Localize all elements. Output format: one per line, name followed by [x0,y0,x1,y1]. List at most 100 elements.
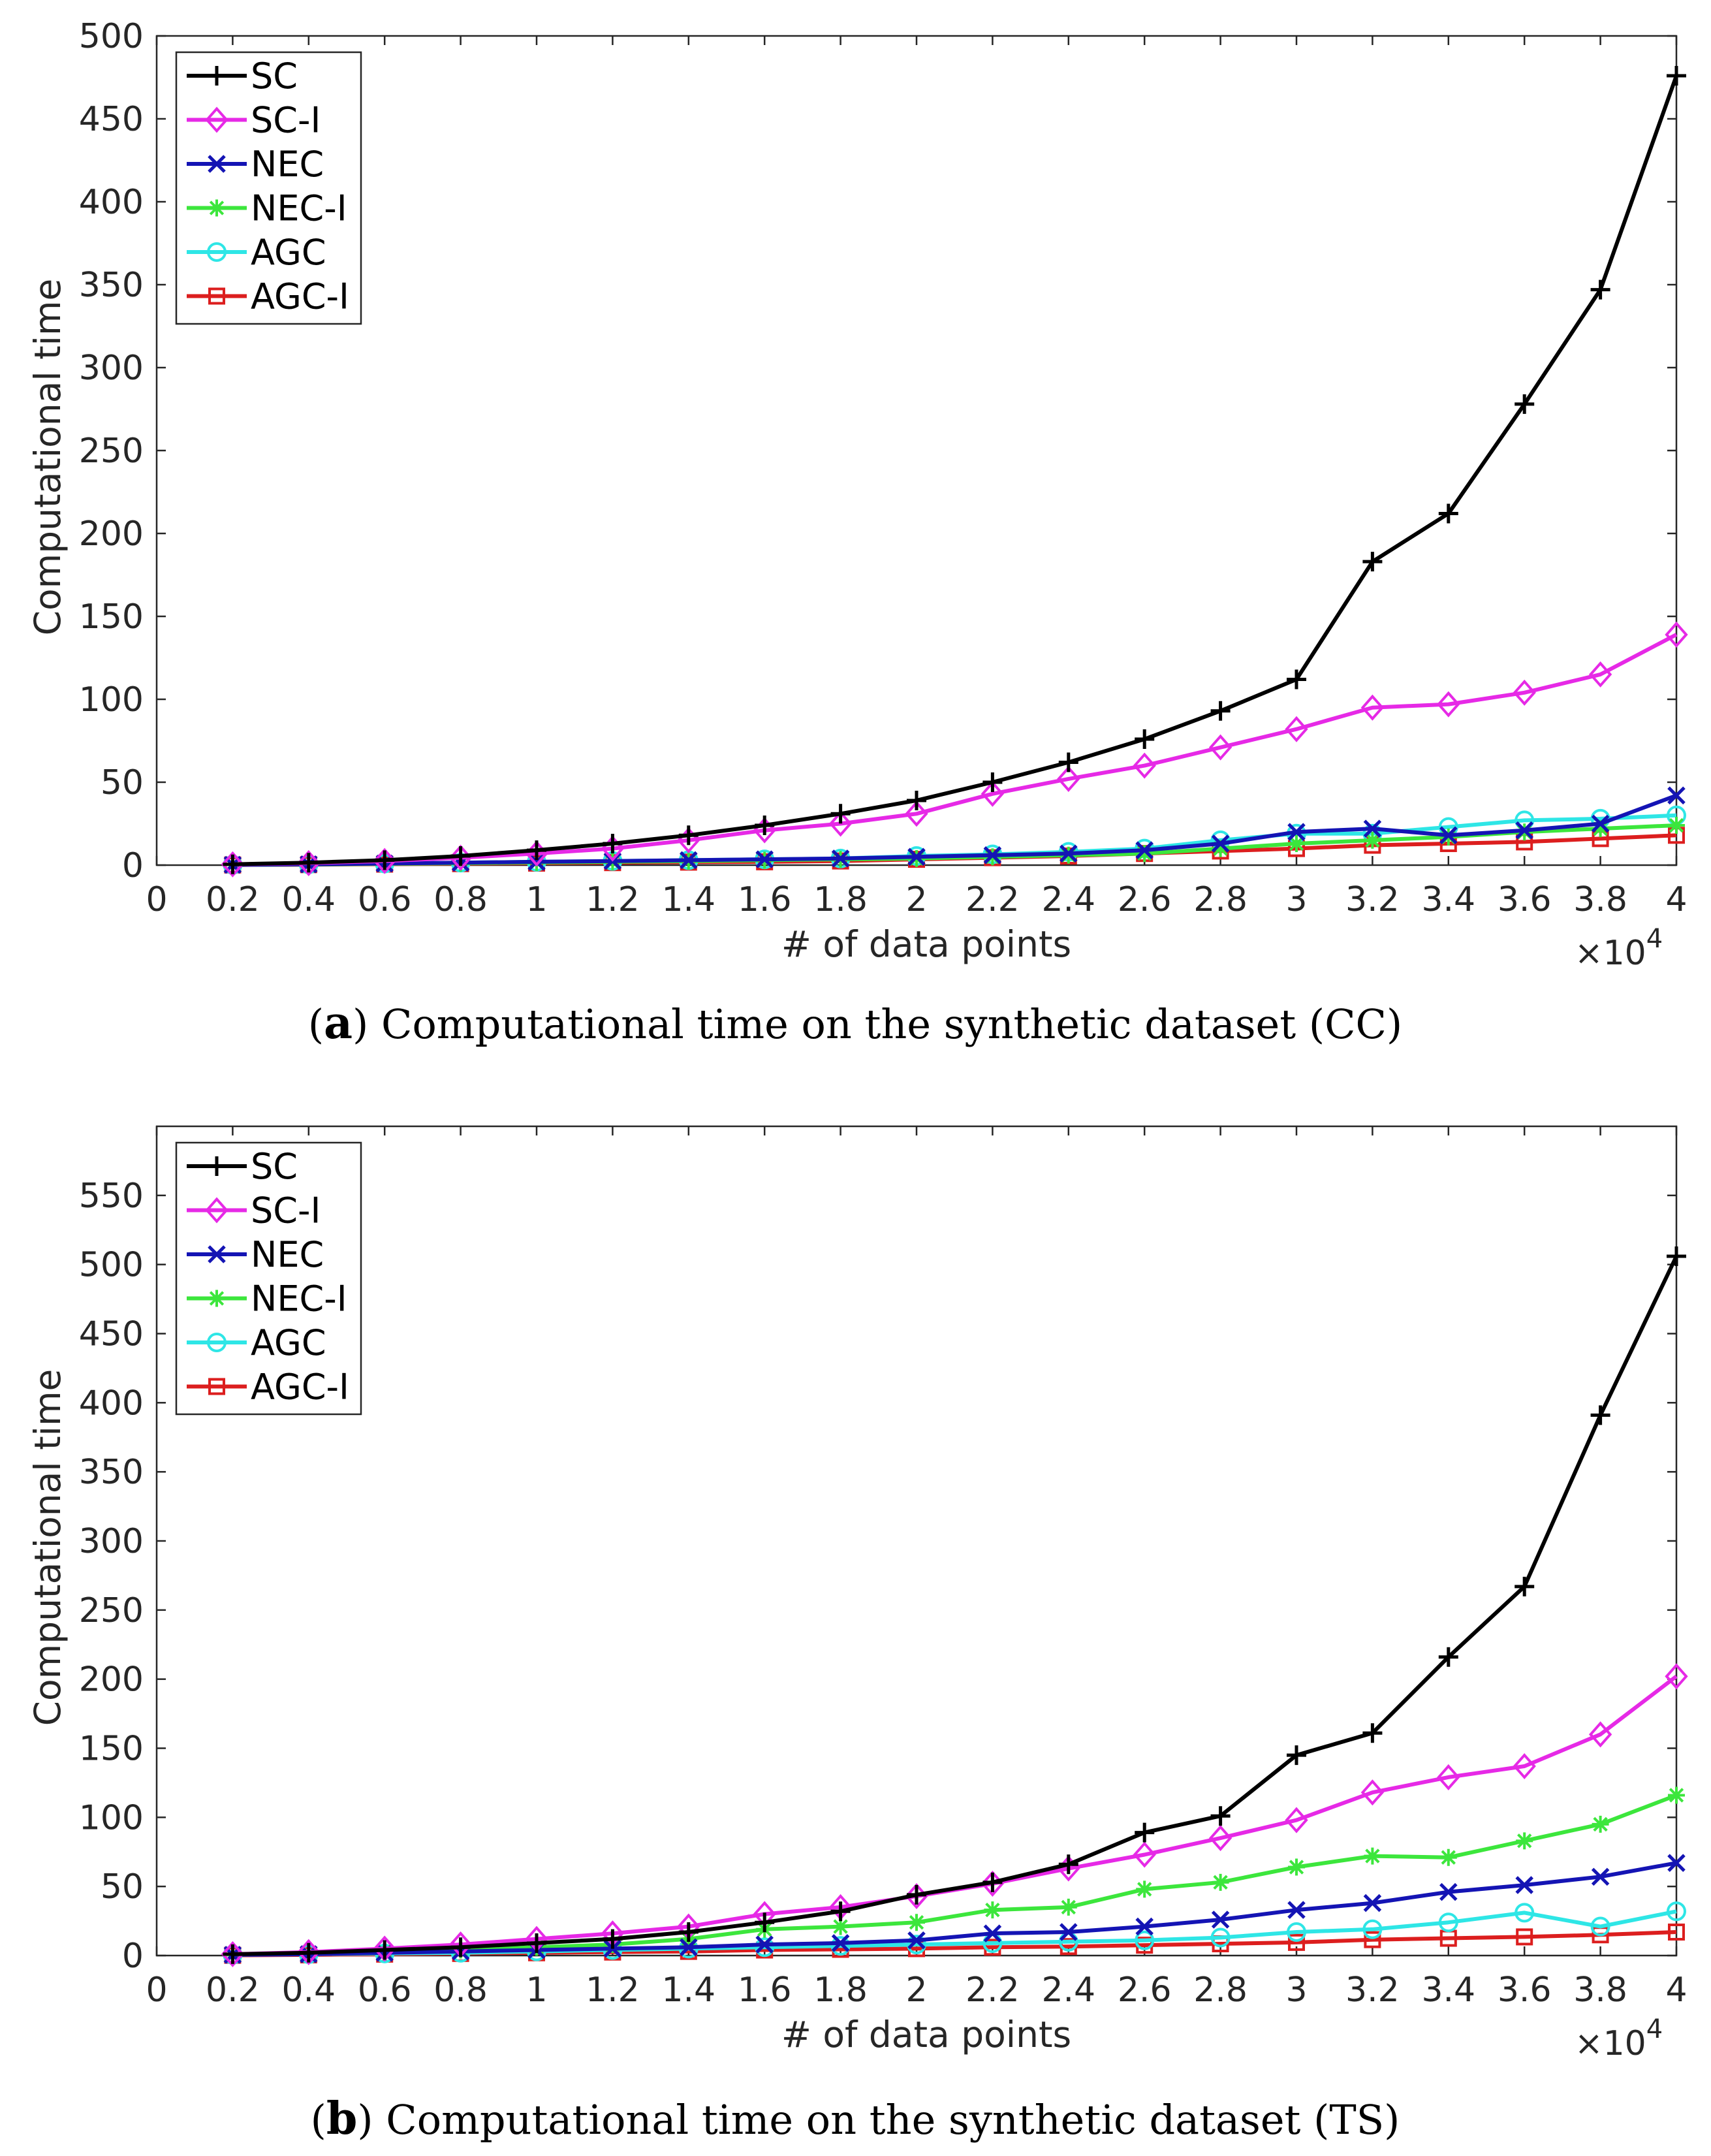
data-point [755,816,775,836]
x-tick-label: 0.2 [206,880,260,919]
x-tick-label: 3 [1285,1971,1307,2010]
data-point [1668,817,1685,834]
data-point [755,1935,774,1954]
data-point [375,850,395,870]
x-tick-label: 2.2 [965,880,1020,919]
x-tick-label: 1.4 [661,1971,715,2010]
data-point [1288,1858,1305,1876]
data-point [1135,1930,1155,1950]
data-point [297,1939,321,1965]
data-point [603,1929,623,1949]
x-tick-label: 3.8 [1573,880,1627,919]
x-axis-multiplier-base: ×10 [1575,934,1646,973]
data-point [1515,821,1533,840]
data-point [680,1938,698,1957]
series-sc [223,1246,1686,1964]
x-tick-label: 1.8 [813,880,868,919]
data-point [983,846,1002,864]
series-line-nec [232,793,1678,867]
data-point [981,780,1005,807]
y-tick-label: 0 [122,846,144,885]
legend-box [175,51,362,325]
legend-item-nec: NEC [187,1234,324,1275]
legend-label: SC [251,1146,298,1187]
data-point [1667,1246,1686,1266]
data-point [450,1937,471,1958]
caption-letter: b [326,2093,358,2145]
plot-area [155,35,1678,866]
data-point [830,1936,851,1956]
x-axis-label: # of data points [781,923,1071,965]
series-sc [223,65,1686,874]
data-point [1513,1752,1536,1780]
legend-marker [207,66,227,86]
x-axis-multiplier: ×104 [1575,2014,1663,2063]
x-axis-multiplier-exponent: 4 [1646,2014,1663,2044]
data-point [1287,1922,1306,1942]
data-point [1285,1807,1308,1833]
data-point [678,1922,699,1942]
data-point [1211,834,1230,853]
data-point [1667,65,1686,86]
data-point [1437,691,1460,718]
x-tick-label: 2 [905,1971,927,2010]
data-point [1588,1721,1612,1748]
x-tick-label: 0 [146,1971,167,2010]
x-tick-label: 3.6 [1498,880,1552,919]
x-tick-label: 4 [1665,1971,1687,2010]
x-tick-label: 2.6 [1118,880,1172,919]
legend-marker [208,1290,225,1307]
figure-caption: (a) Computational time on the synthetic … [308,997,1402,1049]
series-line-nec [232,1861,1677,1957]
x-tick-label: 1.2 [586,1971,640,2010]
data-point [982,772,1003,792]
x-tick-label: 1.4 [661,880,715,919]
caption-paren-close: ) [357,2096,373,2144]
data-point [1210,1806,1231,1826]
y-tick-label: 400 [79,1384,144,1423]
data-point [1364,1931,1381,1948]
data-point [755,1937,775,1958]
x-tick-label: 0.8 [433,1971,488,2010]
data-point [907,1935,926,1955]
data-point [1364,1847,1381,1865]
data-point [832,1918,849,1935]
data-point [1287,1901,1306,1919]
x-tick-label: 1 [526,1971,547,2010]
x-tick-label: 0.4 [281,1971,336,2010]
y-tick-label: 0 [122,1937,144,1976]
data-point [830,804,851,824]
legend-marker [208,199,225,217]
data-point [1136,1880,1154,1898]
x-tick-label: 3.4 [1421,1971,1475,2010]
data-point [1668,1924,1685,1941]
legend-item-sc-i: SC-I [187,1190,321,1231]
data-point [1287,669,1306,690]
caption-text: Computational time on the synthetic data… [368,1000,1402,1048]
x-tick-label: 3.8 [1573,1971,1627,2010]
legend-marker [208,155,226,173]
x-tick-label: 3 [1285,880,1307,919]
data-point [1516,1832,1533,1850]
data-point [831,1934,850,1952]
data-point [1135,1917,1154,1936]
data-point [1133,1841,1156,1868]
legend-marker [208,1245,226,1263]
legend-label: NEC [251,1234,324,1275]
data-point [1668,1786,1685,1804]
data-point [1437,1764,1460,1790]
data-point [1439,826,1458,845]
data-point [1060,1923,1078,1941]
data-point [1592,820,1609,838]
data-point [678,825,699,846]
x-tick-label: 1.2 [586,880,640,919]
y-tick-label: 300 [79,1522,144,1561]
legend-label: NEC-I [251,188,347,229]
data-point [1439,1848,1457,1866]
caption-letter: a [324,997,353,1049]
data-point [1135,729,1155,749]
data-point [1212,840,1229,857]
x-tick-label: 1.6 [738,880,792,919]
